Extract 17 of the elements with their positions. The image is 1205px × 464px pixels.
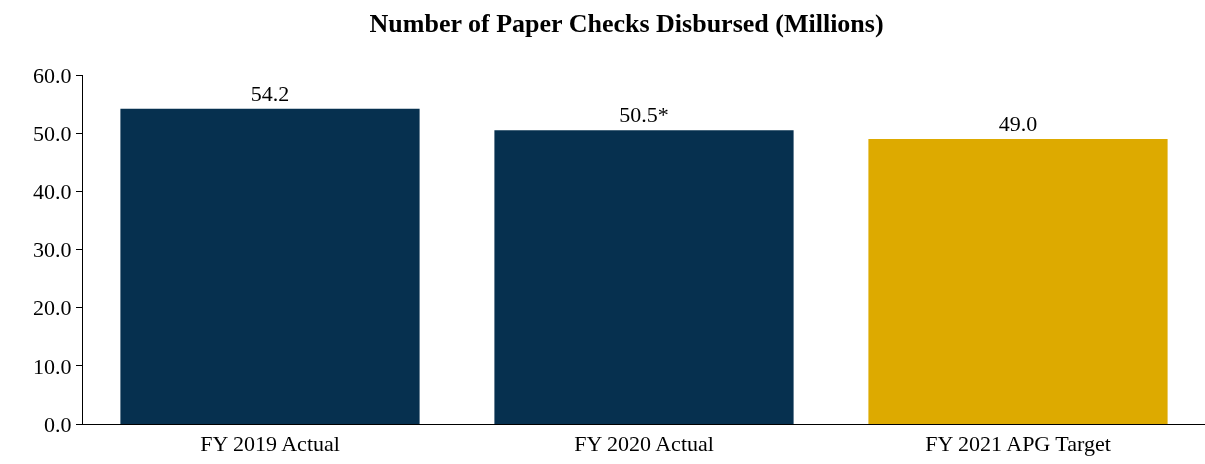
data-label: 54.2 [250, 80, 290, 106]
x-tick-label: FY 2021 APG Target [925, 431, 1111, 457]
bar [868, 138, 1168, 424]
y-tick-label: 30.0 [33, 237, 72, 263]
chart-title: Number of Paper Checks Disbursed (Millions) [369, 9, 884, 39]
y-tick-label: 60.0 [33, 62, 72, 88]
data-label: 50.5* [619, 102, 669, 128]
y-tick-label: 50.0 [33, 120, 72, 146]
x-tick-label: FY 2019 Actual [200, 431, 340, 457]
bar [494, 130, 794, 424]
y-tick-label: 0.0 [44, 411, 72, 437]
x-tick-label: FY 2020 Actual [574, 431, 714, 457]
data-label: 49.0 [998, 110, 1038, 136]
bar [120, 108, 420, 424]
y-tick-label: 10.0 [33, 353, 72, 379]
y-tick-label: 20.0 [33, 295, 72, 321]
y-tick-label: 40.0 [33, 179, 72, 205]
